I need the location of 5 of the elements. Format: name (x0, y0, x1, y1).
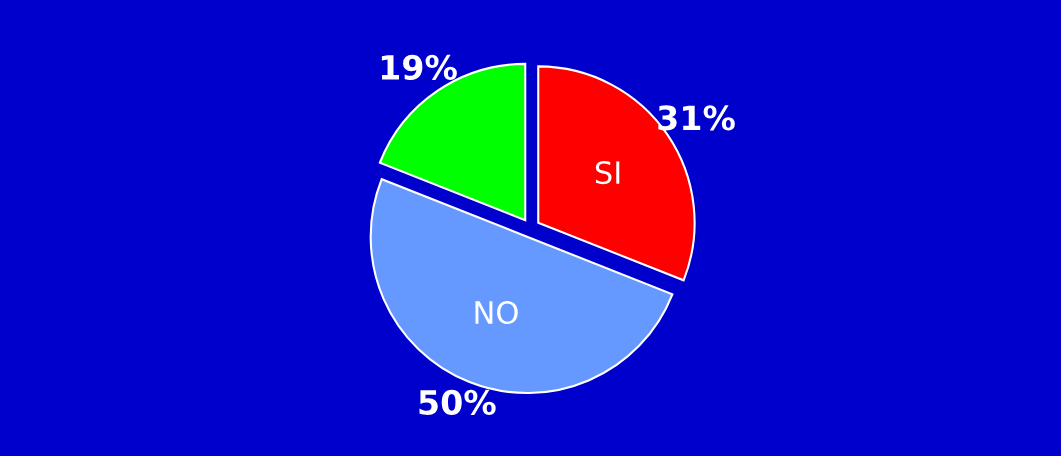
slice-label: SI (595, 161, 620, 185)
slice-label: NO (475, 300, 518, 325)
data-label: 50% (419, 389, 496, 416)
data-label: 31% (658, 105, 735, 131)
data-label: 19% (381, 54, 457, 80)
